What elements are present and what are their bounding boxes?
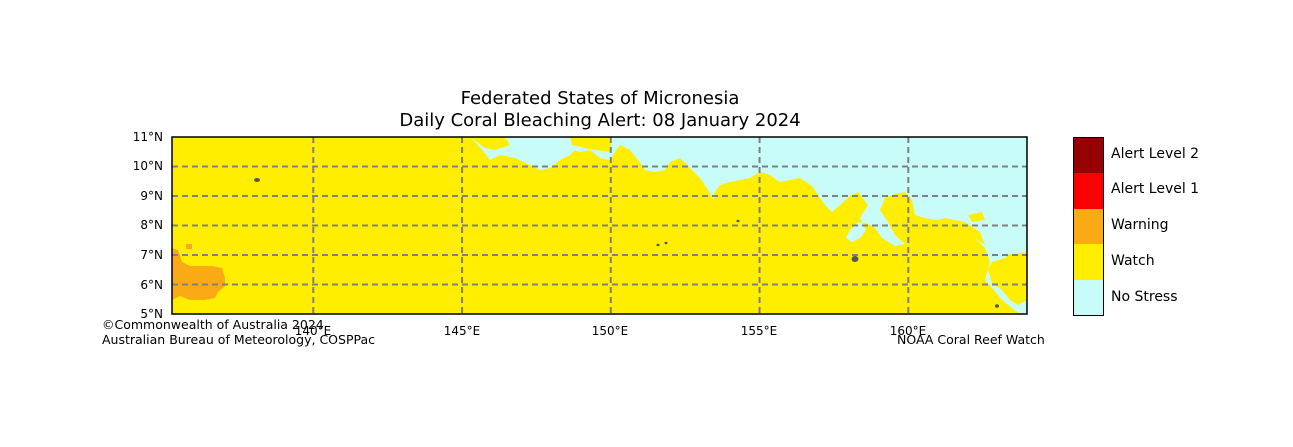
legend-swatch-alert-level-2 [1074, 138, 1103, 174]
island [851, 256, 859, 262]
legend-swatch-no-stress [1074, 279, 1103, 315]
color-legend [1073, 137, 1104, 316]
lat-label-7n: 7°N [140, 248, 163, 262]
legend-swatch-warning [1074, 208, 1103, 245]
watch-patch [470, 137, 510, 150]
island [664, 241, 668, 245]
legend-label-no-stress: No Stress [1111, 289, 1178, 305]
lat-label-6n: 6°N [140, 278, 163, 292]
map-frame [171, 136, 1028, 315]
warning-patch [186, 244, 192, 249]
lat-label-10n: 10°N [132, 159, 163, 173]
legend-label-alert-level-1: Alert Level 1 [1111, 181, 1200, 197]
lat-label-9n: 9°N [140, 189, 163, 203]
lon-label-140e: 140°E [294, 324, 332, 338]
graticule [172, 137, 1027, 314]
lat-label-5n: 5°N [140, 307, 163, 321]
noaa-credit: NOAA Coral Reef Watch [897, 332, 1045, 347]
map-subtitle: Daily Coral Bleaching Alert: 08 January … [399, 110, 801, 131]
lon-label-150e: 150°E [591, 324, 629, 338]
island [736, 219, 740, 223]
copyright-credit: ©Commonwealth of Australia 2024 [102, 317, 324, 332]
lat-label-11n: 11°N [132, 130, 163, 144]
lat-label-8n: 8°N [140, 218, 163, 232]
lon-label-160e: 160°E [889, 324, 927, 338]
island [656, 243, 660, 247]
legend-label-alert-level-2: Alert Level 2 [1111, 146, 1200, 162]
bom-credit: Australian Bureau of Meteorology, COSPPa… [102, 332, 375, 347]
lon-label-155e: 155°E [740, 324, 778, 338]
lon-label-145e: 145°E [443, 324, 481, 338]
watch-patch [570, 137, 612, 152]
legend-swatch-watch [1074, 244, 1103, 280]
legend-swatch-alert-level-1 [1074, 173, 1103, 209]
watch-patch [968, 212, 985, 222]
island [995, 304, 999, 308]
legend-label-warning: Warning [1111, 217, 1169, 233]
warning-area [172, 248, 225, 300]
island [254, 178, 260, 182]
watch-patch [1005, 252, 1027, 262]
map-title: Federated States of Micronesia [460, 88, 740, 109]
no-stress-area [470, 137, 1027, 314]
legend-label-watch: Watch [1111, 253, 1155, 269]
